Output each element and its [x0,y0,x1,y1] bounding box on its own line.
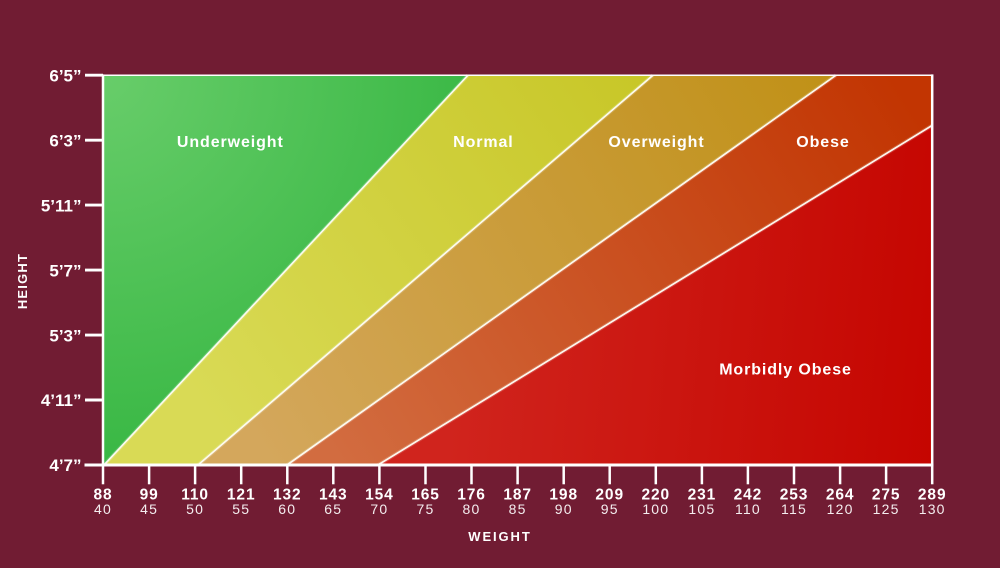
svg-text:5’7”: 5’7” [49,261,81,280]
svg-text:105: 105 [688,501,715,517]
svg-text:187: 187 [503,487,532,504]
svg-text:4’11”: 4’11” [41,391,82,410]
svg-text:75: 75 [417,501,435,517]
svg-text:154: 154 [365,487,394,504]
svg-text:275: 275 [872,487,901,504]
svg-text:198: 198 [549,487,578,504]
svg-text:125: 125 [873,501,900,517]
svg-text:85: 85 [509,501,527,517]
svg-text:6’3”: 6’3” [49,131,81,150]
svg-text:50: 50 [186,501,204,517]
svg-text:100: 100 [642,501,669,517]
svg-text:HEIGHT: HEIGHT [15,253,30,309]
svg-text:132: 132 [273,487,302,504]
svg-text:264: 264 [826,487,855,504]
svg-text:176: 176 [457,487,486,504]
svg-text:110: 110 [735,501,761,517]
svg-text:5’11”: 5’11” [41,196,82,215]
svg-text:95: 95 [601,501,619,517]
svg-text:220: 220 [642,487,671,504]
svg-text:110: 110 [181,487,209,504]
svg-text:Morbidly Obese: Morbidly Obese [719,361,852,378]
svg-text:Underweight: Underweight [177,134,284,151]
svg-text:65: 65 [324,501,342,517]
svg-text:Overweight: Overweight [608,134,704,151]
svg-text:253: 253 [780,487,809,504]
svg-text:55: 55 [232,501,250,517]
svg-text:6’5”: 6’5” [49,66,81,85]
svg-text:5’3”: 5’3” [49,326,81,345]
svg-text:121: 121 [227,487,256,504]
svg-text:99: 99 [140,487,159,504]
svg-text:143: 143 [319,487,348,504]
svg-text:70: 70 [370,501,388,517]
svg-text:60: 60 [278,501,296,517]
svg-text:165: 165 [411,487,440,504]
svg-text:WEIGHT: WEIGHT [468,529,531,544]
svg-text:4’7”: 4’7” [49,456,81,475]
svg-text:120: 120 [827,501,854,517]
svg-text:88: 88 [93,487,112,504]
svg-text:40: 40 [94,501,112,517]
svg-text:80: 80 [463,501,481,517]
svg-text:Normal: Normal [453,134,514,151]
svg-text:231: 231 [688,487,717,504]
svg-text:209: 209 [595,487,624,504]
svg-text:289: 289 [918,487,947,504]
svg-text:Obese: Obese [796,134,849,151]
svg-text:45: 45 [140,501,158,517]
svg-text:115: 115 [781,501,807,517]
svg-text:242: 242 [734,487,763,504]
svg-text:90: 90 [555,501,573,517]
svg-text:130: 130 [919,501,946,517]
